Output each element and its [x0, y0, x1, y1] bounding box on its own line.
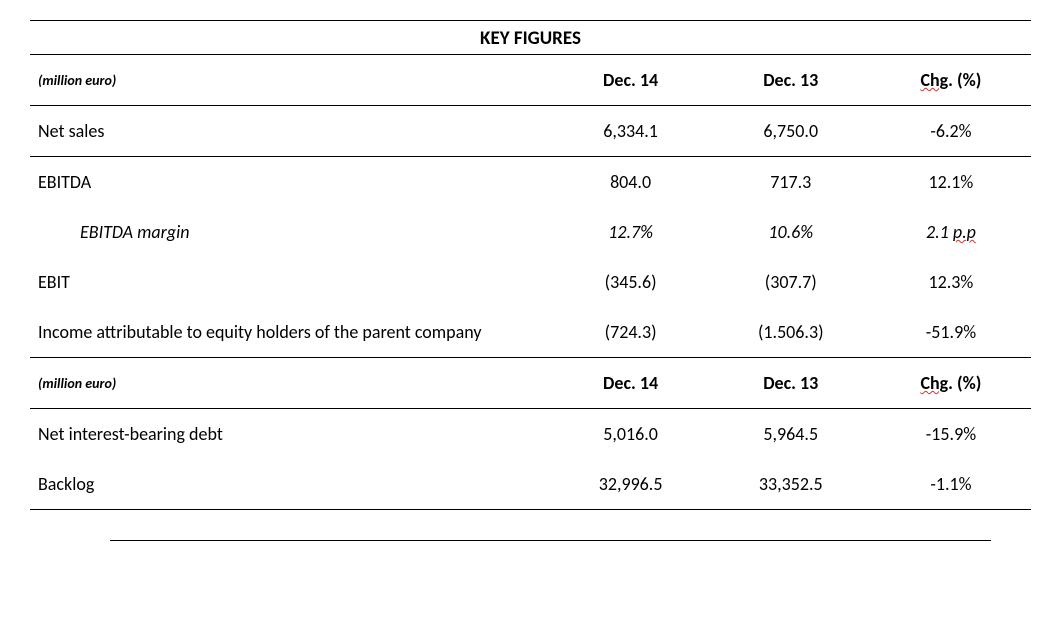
row-value: 33,352.5: [711, 459, 871, 510]
row-label: EBIT: [30, 257, 551, 307]
chg-suffix: . (%): [948, 372, 981, 394]
key-figures-document: KEY FIGURES (million euro) Dec. 14 Dec. …: [30, 20, 1031, 541]
table1-col1-header: Dec. 14: [551, 55, 711, 106]
row-value: (1.506.3): [711, 307, 871, 358]
chg-text: Chg: [920, 69, 948, 91]
table-row: EBITDA 804.0 717.3 12.1%: [30, 157, 1031, 208]
row-value: (724.3): [551, 307, 711, 358]
row-label: Net interest-bearing debt: [30, 409, 551, 460]
row-label: EBITDA: [30, 157, 551, 208]
row-change: -15.9%: [871, 409, 1031, 460]
row-value: 717.3: [711, 157, 871, 208]
row-label: EBITDA margin: [30, 207, 551, 257]
row-value: 6,750.0: [711, 106, 871, 157]
chg-pp: p.p: [953, 221, 976, 243]
table-row: EBIT (345.6) (307.7) 12.3%: [30, 257, 1031, 307]
row-change: -1.1%: [871, 459, 1031, 510]
row-value: (345.6): [551, 257, 711, 307]
row-change: 12.1%: [871, 157, 1031, 208]
table2-col2-header: Dec. 13: [711, 358, 871, 409]
table2-header-row: (million euro) Dec. 14 Dec. 13 Chg. (%): [30, 358, 1031, 409]
table-row: Backlog 32,996.5 33,352.5 -1.1%: [30, 459, 1031, 510]
row-change: 12.3%: [871, 257, 1031, 307]
table1-header-row: (million euro) Dec. 14 Dec. 13 Chg. (%): [30, 55, 1031, 106]
table-row: Net interest-bearing debt 5,016.0 5,964.…: [30, 409, 1031, 460]
row-change: -6.2%: [871, 106, 1031, 157]
row-value: (307.7): [711, 257, 871, 307]
table2-chg-header: Chg. (%): [871, 358, 1031, 409]
table2-col1-header: Dec. 14: [551, 358, 711, 409]
row-value: 5,016.0: [551, 409, 711, 460]
table-row: Income attributable to equity holders of…: [30, 307, 1031, 358]
row-label: Net sales: [30, 106, 551, 157]
table1-chg-header: Chg. (%): [871, 55, 1031, 106]
title-wrap: KEY FIGURES: [30, 20, 1031, 54]
bottom-rule: [110, 540, 991, 541]
table1-col2-header: Dec. 13: [711, 55, 871, 106]
key-figures-table-1: (million euro) Dec. 14 Dec. 13 Chg. (%) …: [30, 54, 1031, 510]
row-value: 5,964.5: [711, 409, 871, 460]
table1-unit-label: (million euro): [30, 55, 551, 106]
row-value: 32,996.5: [551, 459, 711, 510]
table-row: Net sales 6,334.1 6,750.0 -6.2%: [30, 106, 1031, 157]
row-value: 10.6%: [711, 207, 871, 257]
row-label: Income attributable to equity holders of…: [30, 307, 551, 358]
page-title: KEY FIGURES: [480, 27, 581, 50]
table2-unit-label: (million euro): [30, 358, 551, 409]
chg-val: 2.1: [926, 221, 953, 243]
row-value: 6,334.1: [551, 106, 711, 157]
table-row: EBITDA margin 12.7% 10.6% 2.1 p.p: [30, 207, 1031, 257]
row-value: 804.0: [551, 157, 711, 208]
row-change: 2.1 p.p: [871, 207, 1031, 257]
row-value: 12.7%: [551, 207, 711, 257]
chg-text: Chg: [920, 372, 948, 394]
chg-suffix: . (%): [948, 69, 981, 91]
row-label: Backlog: [30, 459, 551, 510]
row-change: -51.9%: [871, 307, 1031, 358]
